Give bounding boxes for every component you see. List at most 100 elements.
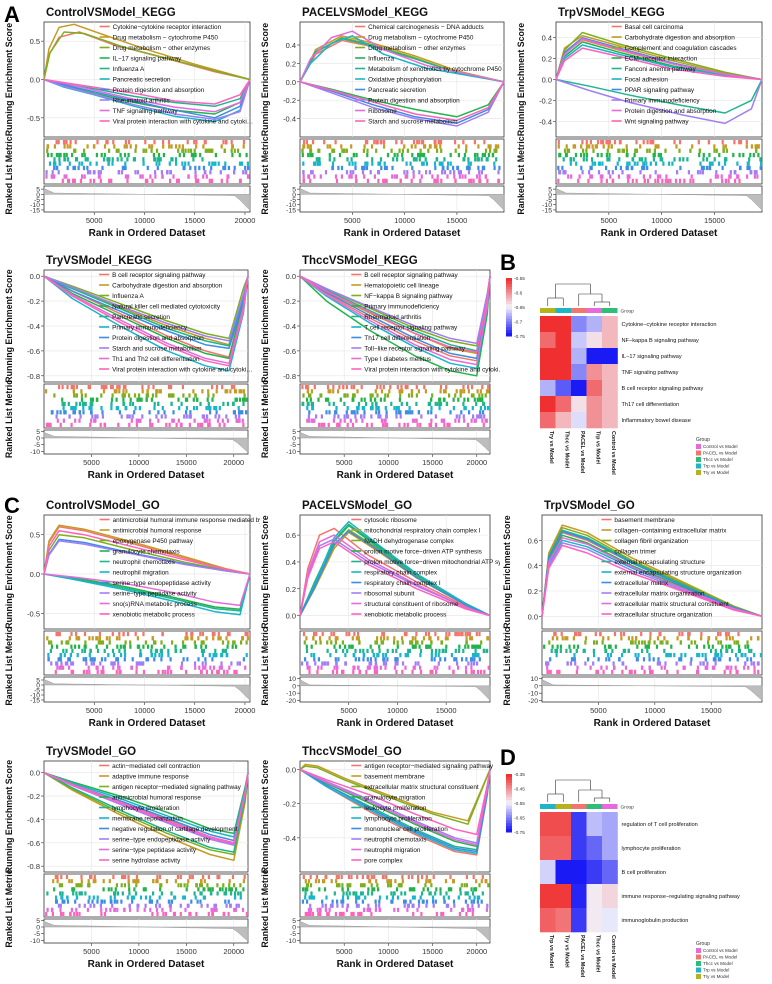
legend-label: extracellular matrix structural constitu… <box>614 601 729 608</box>
hit-mark <box>582 148 585 153</box>
heatmap-cell <box>540 348 556 365</box>
hit-mark <box>71 887 74 892</box>
hit-mark <box>755 170 758 175</box>
x-tick-label: 10000 <box>134 216 155 225</box>
hit-mark <box>308 410 311 415</box>
hit-mark <box>74 140 77 145</box>
legend-label: Cytokine−cytokine receptor interaction <box>113 24 222 31</box>
hit-mark <box>454 178 457 183</box>
hit-mark <box>557 144 560 149</box>
hit-mark <box>463 406 466 411</box>
hit-mark <box>463 397 466 402</box>
hit-mark <box>701 653 704 658</box>
hit-mark <box>246 636 249 641</box>
hit-mark <box>687 170 690 175</box>
hit-mark <box>366 422 369 427</box>
hit-mark <box>214 653 217 658</box>
hit-mark <box>340 875 343 880</box>
hit-mark <box>222 883 225 888</box>
hit-mark <box>333 891 336 896</box>
hit-mark <box>426 887 429 892</box>
y-tick-label: -5 <box>34 442 40 449</box>
hit-mark <box>242 887 245 892</box>
hit-mark <box>350 875 353 880</box>
hit-mark <box>467 907 471 912</box>
hit-mark <box>234 887 238 892</box>
hit-mark <box>163 644 166 649</box>
hit-mark <box>67 401 70 406</box>
hit-mark <box>90 875 93 880</box>
hit-mark <box>646 178 650 183</box>
hit-mark <box>649 161 652 166</box>
hit-mark <box>473 152 477 158</box>
heatmap-cell <box>555 836 572 861</box>
hit-mark <box>397 907 400 912</box>
hit-mark <box>719 640 722 645</box>
hit-mark <box>341 640 344 645</box>
legend-label: serine−type endopeptidase activity <box>113 580 212 587</box>
y-tick-label: -5 <box>546 197 552 204</box>
y-axis-label: Running Enrichment Score <box>260 515 270 629</box>
hit-mark <box>64 157 67 162</box>
hit-mark <box>90 418 93 423</box>
hit-mark <box>748 648 751 653</box>
hit-mark <box>425 161 428 166</box>
hit-mark <box>708 152 711 158</box>
hit-mark <box>618 140 621 145</box>
hit-mark <box>214 903 217 908</box>
hit-mark <box>470 636 474 641</box>
hit-mark <box>331 669 335 674</box>
hit-mark <box>756 661 759 666</box>
hit-mark <box>750 144 753 149</box>
heatmap-cell <box>602 836 618 861</box>
row-label: IL−17 signaling pathway <box>622 354 682 360</box>
hit-mark <box>553 632 556 637</box>
heatmap-cell <box>555 396 572 413</box>
hit-mark <box>432 875 435 880</box>
hit-mark <box>116 657 119 662</box>
hit-mark <box>370 422 373 427</box>
hit-mark <box>569 161 572 166</box>
colorbar-cell <box>506 312 512 317</box>
hit-mark <box>487 389 490 394</box>
hit-mark <box>138 406 141 411</box>
hit-mark <box>74 644 77 649</box>
hit-mark <box>222 140 225 145</box>
hit-mark <box>326 640 329 645</box>
metric-axis-label: Ranked List Metric <box>260 380 270 458</box>
hit-mark <box>725 157 728 162</box>
hit-mark <box>190 632 193 637</box>
hit-mark <box>746 161 749 166</box>
hit-mark <box>375 879 378 884</box>
hit-mark <box>455 632 458 637</box>
hit-mark <box>411 669 414 674</box>
hit-mark <box>56 875 59 880</box>
hit-mark <box>224 389 227 394</box>
hit-mark <box>83 648 87 653</box>
hit-mark <box>238 397 242 402</box>
hit-mark <box>631 165 634 171</box>
hit-mark <box>183 414 186 419</box>
hit-mark <box>100 385 103 390</box>
colorbar-cell <box>506 307 512 311</box>
x-tick-label: 15000 <box>422 947 443 956</box>
hit-mark <box>641 640 644 645</box>
hit-mark <box>124 165 127 171</box>
hit-mark <box>436 174 439 179</box>
hit-mark <box>146 178 149 183</box>
hit-mark <box>133 887 136 892</box>
hit-mark <box>307 144 310 149</box>
enrichment-panel <box>43 760 249 873</box>
hit-mark <box>111 161 114 166</box>
heatmap-cell <box>555 860 572 885</box>
heatmap-cell <box>571 412 587 429</box>
y-tick-label: 0.0 <box>30 272 40 281</box>
hit-mark <box>222 165 225 171</box>
hit-mark <box>439 891 442 896</box>
hit-mark <box>374 397 377 402</box>
hit-mark <box>728 174 731 179</box>
hit-mark <box>379 157 383 162</box>
hit-mark <box>106 644 109 649</box>
hit-mark <box>749 657 753 662</box>
hit-mark <box>209 887 212 892</box>
